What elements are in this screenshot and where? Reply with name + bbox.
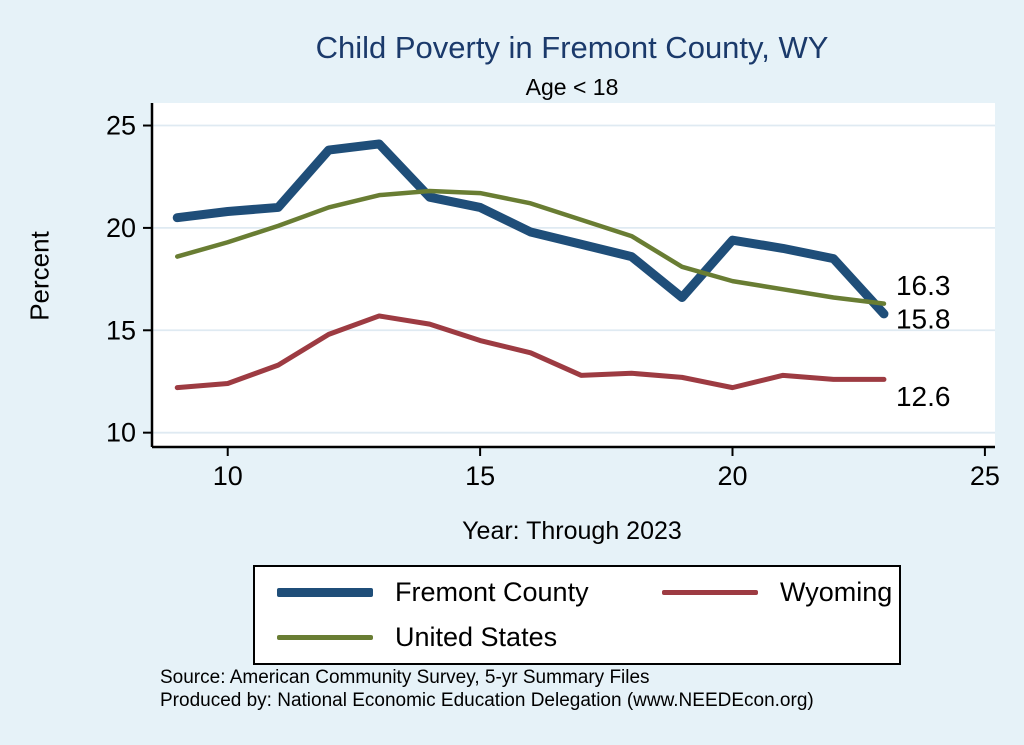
x-tick-label: 15	[465, 461, 495, 490]
source-line: Source: American Community Survey, 5-yr …	[160, 667, 650, 688]
legend-label-wyoming: Wyoming	[780, 577, 893, 607]
chart-title: Child Poverty in Fremont County, WY	[315, 30, 829, 65]
legend-label-united-states: United States	[395, 622, 558, 652]
series-line-fremont	[172, 139, 889, 319]
legend-swatch-wyoming	[662, 590, 758, 595]
chart-subtitle: Age < 18	[525, 74, 619, 100]
x-tick-label: 20	[717, 461, 747, 490]
y-tick-label: 25	[106, 111, 136, 141]
end-value-label: 12.6	[896, 381, 951, 412]
series-line-us	[174, 188, 887, 306]
legend-swatch-cell	[255, 588, 395, 597]
legend-label-fremont-county: Fremont County	[395, 577, 589, 607]
end-value-label: 16.3	[896, 270, 951, 301]
y-tick-label: 10	[106, 418, 136, 448]
legend-grid: Fremont County Wyoming United States	[255, 577, 899, 653]
plot-area	[152, 103, 995, 447]
x-tick-label: 10	[213, 461, 243, 490]
series-line-wyoming	[174, 313, 887, 391]
legend-swatch-fremont-county	[277, 588, 373, 597]
y-tick-label: 15	[106, 315, 136, 345]
x-axis-label: Year: Through 2023	[462, 517, 682, 545]
x-tick-label: 25	[970, 461, 1000, 490]
legend-swatch-cell	[255, 635, 395, 640]
producer-line: Produced by: National Economic Education…	[160, 690, 814, 712]
line-chart: 10 15 20 25 10 15 20 25 16.315.8 12.6	[106, 103, 1000, 490]
source-note: Source: American Community Survey, 5-yr …	[160, 666, 814, 712]
legend-swatch-united-states	[277, 635, 373, 640]
legend: Fremont County Wyoming United States	[253, 565, 901, 665]
legend-swatch-cell	[640, 590, 780, 595]
y-tick-label: 20	[106, 213, 136, 243]
end-value-label: 15.8	[896, 303, 951, 334]
